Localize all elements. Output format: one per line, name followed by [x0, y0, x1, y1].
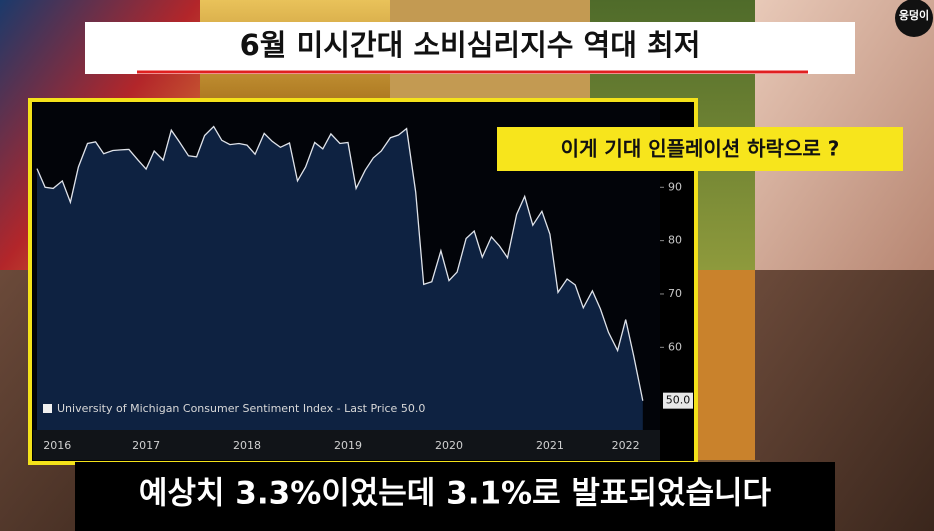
x-tick-label: 2019	[334, 439, 362, 452]
y-tick-label: 80	[668, 234, 682, 247]
legend-swatch	[43, 404, 52, 413]
line	[36, 125, 644, 401]
title: 6월 미시간대 소비심리지수 역대 최저	[240, 28, 701, 62]
last-price-box	[663, 392, 693, 409]
subtitle-box	[75, 462, 835, 531]
logo: 웅덩이	[899, 8, 929, 22]
x-tick-label: 2018	[233, 439, 261, 452]
logo-badge	[895, 0, 933, 37]
legend: University of Michigan Consumer Sentimen…	[57, 402, 425, 415]
annotation: 이게 기대 인플레이션 하락으로 ?	[561, 137, 840, 161]
y-tick-label: 60	[668, 340, 682, 353]
x-axis-strip	[33, 430, 660, 460]
x-tick-label: 2017	[132, 439, 160, 452]
last-price-label: 50.0	[666, 394, 691, 407]
x-tick-label: 2016	[43, 439, 71, 452]
x-tick-label: 2021	[536, 439, 564, 452]
x-tick-label: 2022	[612, 439, 640, 452]
y-tick-label: 70	[668, 287, 682, 300]
x-tick-label: 2020	[435, 439, 463, 452]
title-box	[85, 22, 855, 74]
area	[37, 126, 643, 430]
subtitle: 예상치 3.3%이었는데 3.1%로 발표되었습니다	[139, 476, 772, 512]
annotation-box	[497, 127, 903, 171]
y-tick-label: 90	[668, 180, 682, 193]
